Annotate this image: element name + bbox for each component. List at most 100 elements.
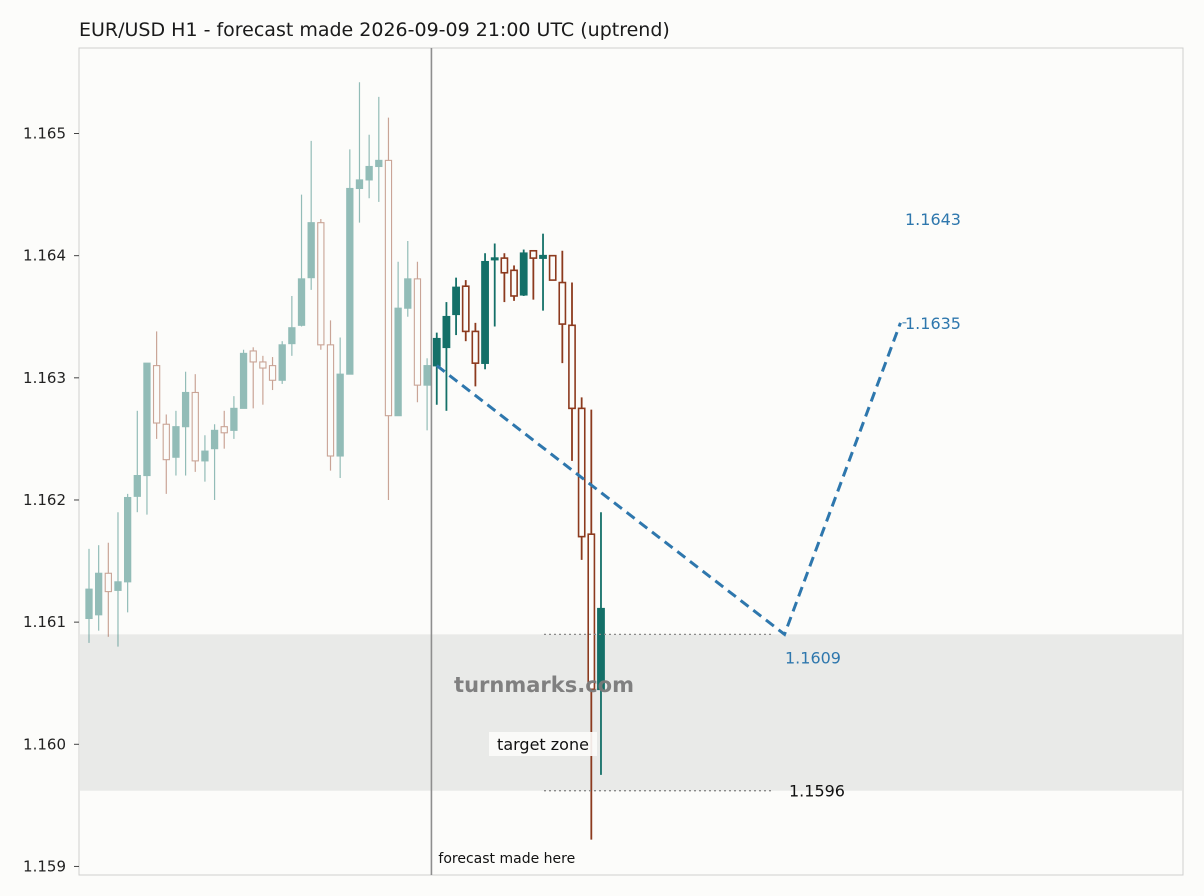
candle-body (123, 496, 132, 583)
target-zone-band (80, 634, 1182, 791)
history-candle (307, 140, 315, 290)
candle-body (268, 365, 277, 381)
candle-body (336, 373, 344, 457)
actual-candle (452, 277, 460, 336)
candle-body (413, 278, 422, 386)
candle-body (471, 330, 480, 364)
actual-candle (481, 253, 489, 370)
history-candle (317, 219, 325, 350)
actual-candle (471, 322, 480, 387)
history-candle (297, 194, 306, 327)
candle-body (423, 365, 431, 386)
candle-body (104, 572, 112, 593)
history-candle (220, 410, 228, 449)
history-candle (326, 320, 335, 471)
candle-body (201, 450, 209, 462)
candle-body (317, 222, 325, 346)
history-candle (191, 374, 199, 472)
history-candle (172, 410, 180, 476)
history-candle (114, 512, 122, 647)
candle-body (577, 407, 586, 538)
history-candle (404, 241, 412, 317)
candle-body (95, 572, 103, 616)
candle-body (346, 187, 354, 375)
candle-body (133, 474, 141, 497)
y-tick-label: 1.165 (23, 125, 66, 143)
actual-candle (568, 282, 576, 461)
candle-body (539, 254, 547, 259)
candle-body (239, 352, 248, 409)
history-candle (249, 347, 257, 409)
candle-body (162, 423, 170, 461)
candle-body (85, 588, 93, 620)
y-tick-label: 1.162 (23, 491, 66, 509)
history-candle (278, 341, 286, 384)
chart-title: EUR/USD H1 - forecast made 2026-09-09 21… (79, 19, 670, 41)
target-zone-label: target zone (497, 735, 589, 754)
candle-body (220, 426, 228, 434)
candle-body (529, 249, 538, 259)
candle-body (461, 285, 470, 333)
actual-candle (529, 249, 538, 300)
history-candle (375, 96, 383, 202)
candle-body (519, 252, 528, 296)
actual-candle (558, 250, 567, 364)
candle-body (490, 257, 499, 261)
candle-body (307, 222, 315, 279)
history-candle (181, 371, 190, 476)
candle-body (558, 281, 567, 325)
candle-body (172, 426, 180, 458)
history-candle (423, 358, 431, 431)
candle-body (278, 344, 286, 381)
history-candle (143, 362, 151, 515)
history-candle (355, 82, 364, 223)
candle-body (365, 165, 373, 181)
candle-body (181, 391, 190, 428)
history-candle (384, 117, 393, 500)
actual-candle (548, 254, 557, 281)
history-candle (346, 149, 354, 375)
actual-candle (500, 253, 509, 303)
candle-body (432, 337, 441, 367)
actual-candle (597, 512, 605, 775)
history-candle (288, 295, 296, 356)
zone-low-label: 1.1596 (789, 782, 845, 801)
y-tick-label: 1.161 (23, 613, 66, 631)
history-candle (201, 435, 209, 482)
history-candle (239, 349, 248, 409)
history-candle (336, 337, 344, 478)
forecast-value-label: 1.1609 (785, 648, 841, 667)
actual-candle (539, 233, 547, 311)
history-candle (95, 545, 103, 631)
candle-body (481, 260, 489, 364)
history-candle (85, 548, 93, 643)
forecast-value-label: 1.1643 (905, 210, 961, 229)
candle-body (152, 365, 161, 424)
candle-body (510, 269, 518, 297)
candle-body (288, 327, 296, 345)
history-candle (365, 134, 373, 199)
history-candle (210, 424, 219, 500)
target-zone-label-bg (489, 732, 597, 756)
candle-body (548, 254, 557, 281)
history-candle (268, 357, 277, 391)
y-tick-label: 1.163 (23, 369, 66, 387)
history-candle (123, 493, 132, 613)
candle-body (114, 581, 122, 591)
history-candle (394, 261, 402, 417)
actual-candle (510, 265, 518, 301)
candle-body (143, 362, 151, 477)
candle-body (375, 159, 383, 168)
candle-body (404, 278, 412, 309)
candle-body (210, 429, 219, 450)
actual-candle (442, 302, 451, 411)
candle-body (587, 533, 596, 691)
actual-candle (461, 280, 470, 342)
candle-body (297, 278, 306, 326)
history-candle (259, 355, 267, 405)
history-candle (230, 396, 238, 439)
history-candle (104, 542, 112, 637)
y-tick-label: 1.160 (23, 735, 66, 753)
